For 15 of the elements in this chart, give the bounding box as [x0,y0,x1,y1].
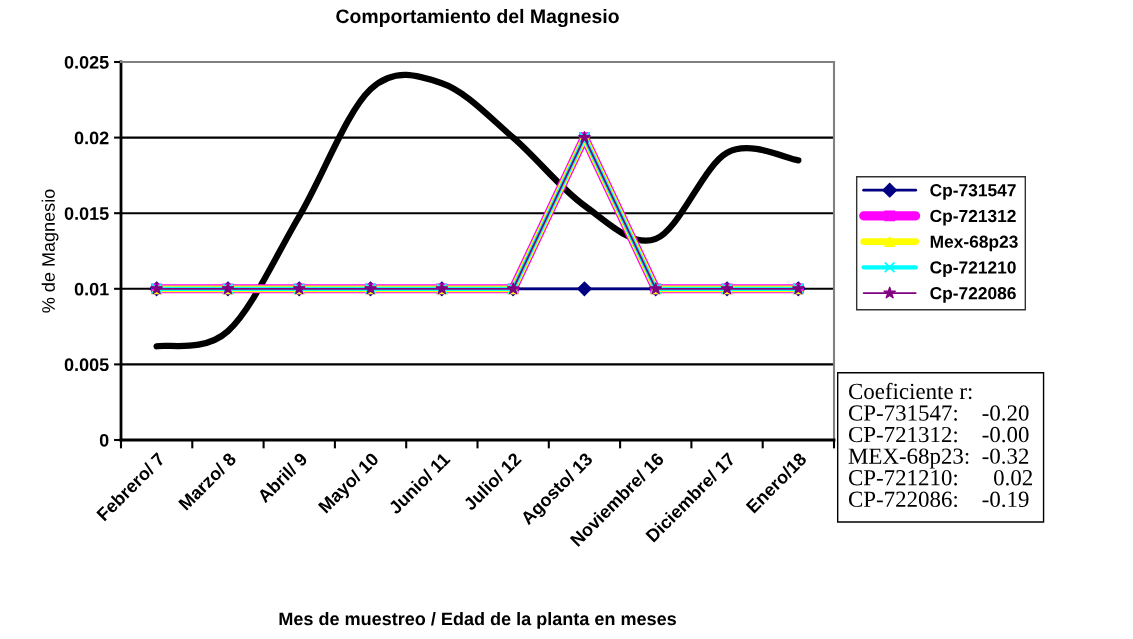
legend-label: Cp-731547 [930,184,1016,200]
legend-label: Cp-721210 [930,261,1016,278]
legend-label: Cp-721312 [930,209,1016,226]
y-tick-label: 0.015 [64,207,109,220]
legend-label: Mex-68p23 [930,235,1018,252]
y-tick-label: 0.02 [74,131,109,145]
y-axis-title: % de Magnesio [41,189,59,313]
y-tick-label: 0 [99,433,109,447]
x-axis-title: Mes de muestreo / Edad de la planta en meses [279,612,676,629]
y-tick-label: 0.005 [64,358,109,372]
legend-label: Cp-722086 [930,287,1016,303]
text: Coeficiente r: CP-731547: -0.20 CP-721312: -0.00 MEX-68p23: -0.32 CP-721210: 0.02 CP-722086: -0.19 [848,382,1032,508]
chart-title: Comportamiento del Magnesio [336,8,619,28]
y-tick-label: 0.025 [64,55,109,69]
y-tick-label: 0.01 [74,282,109,296]
